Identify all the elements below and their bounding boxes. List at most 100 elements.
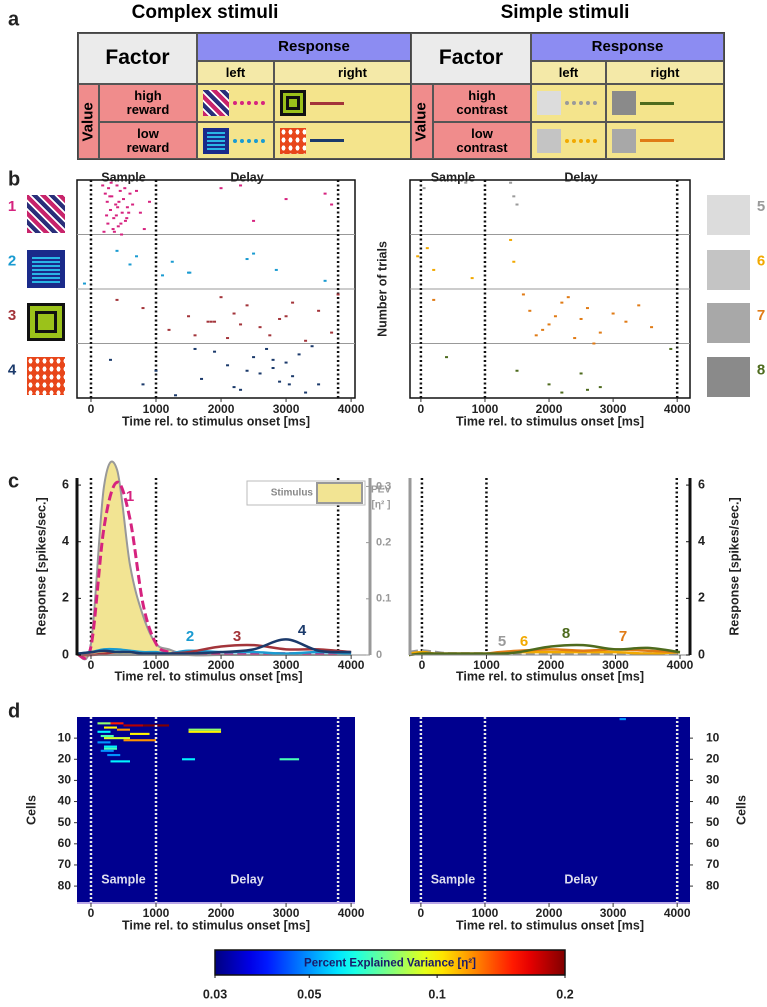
y-axis-label: Response [spikes/sec.] [34,497,48,635]
spike [209,320,213,323]
response-curve [77,638,352,655]
spike [566,296,570,299]
spike [245,258,249,261]
spike [585,388,589,391]
y-tick-label: 50 [58,815,72,829]
spike [541,328,545,331]
spike [422,187,426,190]
spike [112,217,116,220]
spike [226,364,230,367]
spike [252,219,256,222]
stimulus-number: 5 [757,198,765,215]
spike [291,375,295,378]
spike [206,320,210,323]
x-tick-label: 4000 [338,402,365,416]
stimulus-number: 7 [757,307,765,324]
colorbar-tick-label: 0.1 [428,987,445,1001]
heatmap-cell [103,745,117,748]
x-tick-label: 4000 [338,658,365,672]
legend-swatch [316,482,363,504]
x-tick-label: 1000 [472,402,499,416]
spike [258,326,262,329]
y-tick-label: 40 [58,794,72,808]
spike [128,192,132,195]
spike [310,345,314,348]
spike [245,369,249,372]
y-axis-label: Cells [24,795,38,825]
spike [116,225,120,228]
spike [148,200,152,203]
y-tick-label: 10 [706,730,720,744]
spike [509,181,513,184]
spike [141,307,145,310]
y-axis-label: Cells [734,795,748,825]
spike [239,323,243,326]
x-tick-label: 2000 [538,658,565,672]
spike [304,339,308,342]
stimulus-number: 4 [8,362,17,379]
spike [135,189,139,192]
row-label: high reward [99,84,197,122]
heatmap-cell [103,726,117,729]
spike [271,358,275,361]
colorbar-tick-label: 0.2 [556,987,573,1001]
spike [107,187,111,190]
spike [102,230,106,233]
spike [114,214,118,217]
heatmap-cell [619,718,626,721]
spike [125,217,129,220]
y-tick-label: 70 [58,857,72,871]
stimulus-cell [274,122,431,159]
spike [114,203,118,206]
spike [579,372,583,375]
colorbar [214,949,566,976]
heatmap-cell [97,741,111,744]
spike [115,184,119,187]
heatmap-cell [110,760,130,763]
y-tick-label: 30 [706,773,720,787]
x-tick-label: 1000 [143,658,170,672]
spike [123,219,127,222]
y-tick-label: 2 [62,591,69,605]
stimulus-icon [707,195,750,235]
colorbar-tick-label: 0.03 [203,987,227,1001]
curve-label: 3 [233,628,241,645]
stimulus-icon [27,357,65,395]
spike [330,331,334,334]
y-tick-label: 4 [62,534,69,548]
column-label: left [197,61,274,84]
row-group-label: Value [413,101,431,142]
spike [119,222,123,225]
panel-label: b [8,168,20,190]
y-tick-label: 6 [62,477,69,491]
spike [117,200,121,203]
spike [252,252,256,255]
spike [432,268,436,271]
x-tick-label: 1000 [143,906,170,920]
heatmap-cell [123,739,157,742]
spike [138,211,142,214]
spike [174,394,178,397]
spike [193,334,197,337]
spike [142,228,146,231]
heatmap-background [77,717,355,903]
x-axis-label: Time rel. to stimulus onset [ms] [456,669,644,683]
y-tick-label: 10 [58,730,72,744]
curve-label: 7 [619,628,627,645]
panel-title: Simple stimuli [500,2,630,23]
spike [239,388,243,391]
y-tick-label: 80 [706,878,720,892]
spike [219,187,223,190]
x-tick-label: 1000 [473,658,500,672]
spike [108,358,112,361]
spike [105,214,109,217]
spike [611,312,615,315]
spike [592,342,596,345]
heatmap-cell [188,730,222,733]
spike [103,192,107,195]
column-label: left [531,61,606,84]
spike [115,298,119,301]
spike [112,230,116,233]
spike [131,203,135,206]
x-tick-label: 3000 [600,402,627,416]
